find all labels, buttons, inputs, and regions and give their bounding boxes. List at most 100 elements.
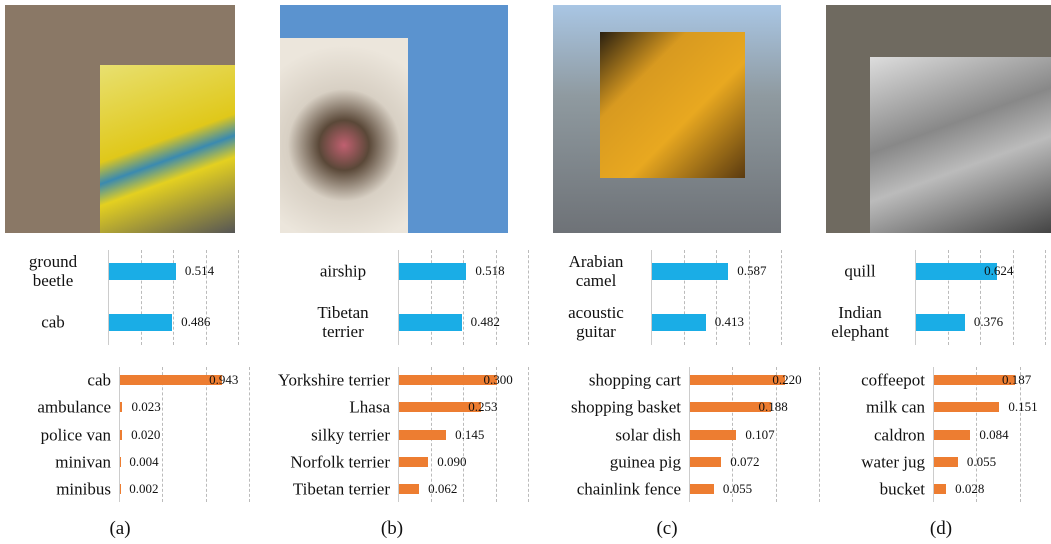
category-label: milk can [866, 398, 925, 417]
bar [690, 484, 714, 494]
bar [690, 430, 736, 440]
value-label: 0.020 [131, 427, 160, 443]
photo-a [5, 5, 235, 233]
value-label: 0.624 [984, 263, 1013, 279]
value-label: 0.145 [455, 427, 484, 443]
category-label: Norfolk terrier [290, 452, 390, 471]
grid-line [238, 250, 239, 345]
bar [934, 402, 999, 412]
category-label: ground beetle [8, 252, 98, 290]
bar [109, 314, 172, 331]
category-label: acoustic guitar [551, 303, 641, 341]
bar [652, 314, 706, 331]
category-label: quill [815, 262, 905, 281]
photo-b [280, 5, 508, 233]
category-label: shopping cart [589, 371, 681, 390]
grid-line [206, 367, 207, 502]
value-label: 0.028 [955, 481, 984, 497]
value-label: 0.518 [475, 263, 504, 279]
category-label: cab [8, 313, 98, 332]
value-label: 0.514 [185, 263, 214, 279]
value-label: 0.253 [468, 399, 497, 415]
category-label: minivan [55, 452, 111, 471]
grid-line [162, 367, 163, 502]
value-label: 0.187 [1002, 372, 1031, 388]
value-label: 0.943 [209, 372, 238, 388]
bar [690, 375, 785, 385]
grid-line [528, 367, 529, 502]
category-label: cab [87, 371, 111, 390]
photo-inset [280, 38, 408, 233]
value-label: 0.055 [967, 454, 996, 470]
category-label: Tibetan terrier [298, 303, 388, 341]
category-label: shopping basket [571, 398, 681, 417]
panel-caption: (d) [930, 518, 952, 540]
bar [934, 484, 946, 494]
value-label: 0.220 [772, 372, 801, 388]
bar [399, 314, 462, 331]
category-label: Lhasa [349, 398, 390, 417]
value-label: 0.300 [484, 372, 513, 388]
value-label: 0.151 [1008, 399, 1037, 415]
category-label: ambulance [37, 398, 111, 417]
category-label: coffeepot [861, 371, 925, 390]
grid-line [781, 250, 782, 345]
category-label: guinea pig [610, 452, 681, 471]
category-label: minibus [56, 480, 111, 499]
category-label: water jug [861, 452, 925, 471]
bar [109, 263, 176, 280]
value-label: 0.072 [730, 454, 759, 470]
photo-d [826, 5, 1051, 233]
bar [120, 402, 122, 412]
value-label: 0.376 [974, 314, 1003, 330]
bar [120, 430, 122, 440]
bar [934, 430, 970, 440]
grid-line [249, 367, 250, 502]
value-label: 0.084 [979, 427, 1008, 443]
value-label: 0.587 [737, 263, 766, 279]
bar [690, 457, 721, 467]
photo-c [553, 5, 781, 233]
bar [399, 484, 419, 494]
photo-inset [870, 57, 1051, 233]
value-label: 0.004 [129, 454, 158, 470]
category-label: airship [298, 262, 388, 281]
panel-caption: (a) [109, 518, 130, 540]
panel-caption: (c) [656, 518, 677, 540]
value-label: 0.486 [181, 314, 210, 330]
value-label: 0.107 [745, 427, 774, 443]
panel-caption: (b) [381, 518, 403, 540]
figure: ground beetle 0.514 cab 0.486 cab 0.943 ambula… [0, 0, 1051, 544]
value-label: 0.188 [758, 399, 787, 415]
bar [934, 457, 958, 467]
grid-line [819, 367, 820, 502]
bar [916, 314, 965, 331]
bar [399, 430, 446, 440]
category-label: Indian elephant [815, 303, 905, 341]
bar [399, 375, 497, 385]
value-label: 0.062 [428, 481, 457, 497]
grid-line [528, 250, 529, 345]
category-label: chainlink fence [577, 480, 681, 499]
value-label: 0.055 [723, 481, 752, 497]
value-label: 0.002 [129, 481, 158, 497]
bar [399, 457, 428, 467]
bar [399, 263, 466, 280]
value-label: 0.023 [131, 399, 160, 415]
grid-line [1045, 250, 1046, 345]
category-label: Arabian camel [551, 252, 641, 290]
value-label: 0.482 [471, 314, 500, 330]
category-label: silky terrier [311, 425, 390, 444]
bar [120, 375, 222, 385]
category-label: police van [41, 425, 111, 444]
value-label: 0.090 [437, 454, 466, 470]
category-label: Yorkshire terrier [278, 371, 390, 390]
photo-inset [100, 65, 235, 233]
value-label: 0.413 [715, 314, 744, 330]
category-label: caldron [874, 425, 925, 444]
category-label: Tibetan terrier [293, 480, 390, 499]
category-label: solar dish [615, 425, 681, 444]
bar [652, 263, 728, 280]
photo-inset [600, 32, 745, 178]
category-label: bucket [880, 480, 925, 499]
